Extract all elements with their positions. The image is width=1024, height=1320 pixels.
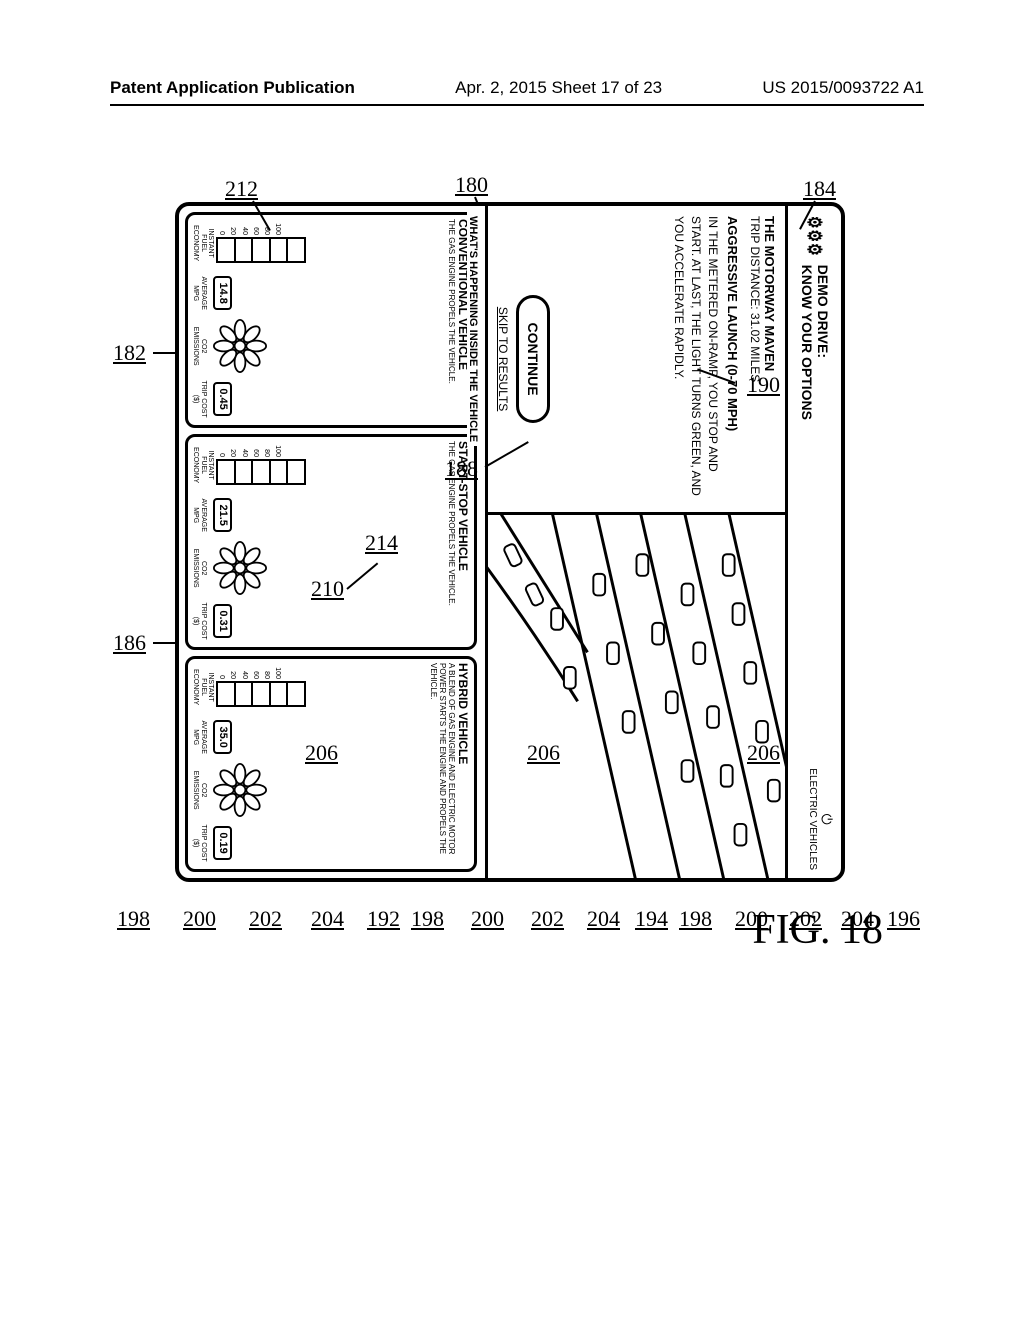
gauge-co2: CO2 EMISSIONS: [192, 319, 267, 373]
gauge-co2: CO2 EMISSIONS: [192, 541, 267, 595]
skip-link[interactable]: SKIP TO RESULTS: [496, 307, 510, 411]
ev-link[interactable]: ⏻ ELECTRIC VEHICLES: [807, 768, 835, 870]
title-line1: DEMO DRIVE:: [815, 265, 830, 420]
ref-212: 212: [225, 176, 258, 202]
header-right: US 2015/0093722 A1: [762, 78, 924, 98]
panel-desc: THE GAS ENGINE PROPELS THE VEHICLE.: [433, 219, 455, 421]
scenario-title: THE MOTORWAY MAVEN: [762, 216, 777, 502]
mpg-value: 14.8: [213, 276, 233, 309]
gauge-fuel: 100806040200 INSTANT FUEL ECONOMY: [192, 219, 310, 267]
gauge-label: CO2 EMISSIONS: [192, 319, 207, 373]
header-mid: Apr. 2, 2015 Sheet 17 of 23: [455, 78, 662, 98]
gauge-co2: CO2 EMISSIONS: [192, 763, 267, 817]
ref-main: 180: [455, 172, 488, 198]
gauge-label: TRIP COST ($): [192, 377, 207, 421]
power-icon: ⏻: [819, 814, 835, 825]
ref-204a: 204: [311, 906, 344, 932]
whats-happening-label: WHAT'S HAPPENING INSIDE THE VEHICLE: [467, 212, 479, 446]
ref-200b: 200: [471, 906, 504, 932]
cost-value: 0.45: [213, 382, 233, 415]
ev-label: ELECTRIC VEHICLES: [807, 768, 818, 870]
ref-194: 194: [635, 906, 668, 932]
scenario-sub: AGGRESSIVE LAUNCH (0-70 MPH): [725, 216, 740, 502]
title-line2: KNOW YOUR OPTIONS: [799, 265, 814, 420]
continue-button[interactable]: CONTINUE: [516, 295, 550, 422]
demo-ui: ⚙⚙⚙ DEMO DRIVE: KNOW YOUR OPTIONS ⏻ ELEC…: [175, 202, 845, 882]
gauge-mpg: 21.5 AVERAGE MPG: [192, 493, 232, 537]
header-left: Patent Application Publication: [110, 78, 355, 98]
panel-startstop: START-STOP VEHICLE THE GAS ENGINE PROPEL…: [185, 434, 477, 650]
vehicle-panels: CONVENTIONAL VEHICLE THE GAS ENGINE PROP…: [179, 206, 485, 878]
gauge-cost: 0.31 TRIP COST ($): [192, 599, 232, 643]
page-header: Patent Application Publication Apr. 2, 2…: [110, 78, 924, 106]
trip-distance: TRIP DISTANCE: 31.02 MILES: [748, 216, 762, 502]
page-title: DEMO DRIVE: KNOW YOUR OPTIONS: [799, 265, 830, 420]
midrow: THE MOTORWAY MAVEN TRIP DISTANCE: 31.02 …: [485, 206, 785, 878]
ref-214: 214: [365, 530, 398, 556]
figure-label: FIG. 18: [752, 906, 883, 954]
bar-ticks: 100806040200: [216, 223, 283, 237]
ref-198c: 198: [679, 906, 712, 932]
ref-206b: 206: [527, 740, 560, 766]
ref-200a: 200: [183, 906, 216, 932]
ref-206a: 206: [305, 740, 338, 766]
landscape-wrap: ⚙⚙⚙ DEMO DRIVE: KNOW YOUR OPTIONS ⏻ ELEC…: [175, 202, 845, 882]
ref-188: 188: [445, 456, 478, 482]
gauge-fuel: 100806040200 INSTANT FUEL ECONOMY: [192, 441, 310, 489]
ref-184: 184: [803, 176, 836, 202]
gauges: 100806040200 INSTANT FUEL ECONOMY 14.8 A…: [190, 219, 433, 421]
panel-conventional: CONVENTIONAL VEHICLE THE GAS ENGINE PROP…: [185, 212, 477, 428]
gauge-cost: 0.19 TRIP COST ($): [192, 821, 232, 865]
button-row: CONTINUE SKIP TO RESULTS: [496, 216, 550, 502]
ref-192: 192: [367, 906, 400, 932]
scenario-panel: THE MOTORWAY MAVEN TRIP DISTANCE: 31.02 …: [488, 206, 785, 515]
gauge-label: INSTANT FUEL ECONOMY: [192, 219, 214, 267]
ref-202a: 202: [249, 906, 282, 932]
scene-svg: [488, 515, 785, 878]
ref-210: 210: [311, 576, 344, 602]
figure-area: 180 ⚙⚙⚙ DEMO DRIVE: KNOW YOUR OPTIONS ⏻ …: [175, 210, 855, 890]
ref-186: 186: [113, 630, 146, 656]
panel-title: HYBRID VEHICLE: [456, 663, 470, 865]
logo: ⚙⚙⚙: [803, 216, 827, 257]
ref-204b: 204: [587, 906, 620, 932]
ref-190: 190: [747, 372, 780, 398]
ref-206c: 206: [747, 740, 780, 766]
fan-icon: [213, 319, 267, 373]
gauge-fuel: 100806040200 INSTANT FUEL ECONOMY: [192, 663, 310, 711]
gauge-label: AVERAGE MPG: [192, 271, 207, 315]
ref-198a: 198: [117, 906, 150, 932]
road-scene: [488, 515, 785, 878]
ref-202b: 202: [531, 906, 564, 932]
panel-desc: A BLEND OF GAS ENGINE AND ELECTRIC MOTOR…: [433, 663, 455, 865]
topbar: ⚙⚙⚙ DEMO DRIVE: KNOW YOUR OPTIONS ⏻ ELEC…: [785, 206, 841, 878]
ref-182: 182: [113, 340, 146, 366]
ref-196: 196: [887, 906, 920, 932]
ref-198b: 198: [411, 906, 444, 932]
gauge-mpg: 14.8 AVERAGE MPG: [192, 271, 232, 315]
scenario-body: IN THE METERED ON-RAMP, YOU STOP AND STA…: [671, 216, 721, 502]
gauge-cost: 0.45 TRIP COST ($): [192, 377, 232, 421]
gauge-mpg: 35.0 AVERAGE MPG: [192, 715, 232, 759]
